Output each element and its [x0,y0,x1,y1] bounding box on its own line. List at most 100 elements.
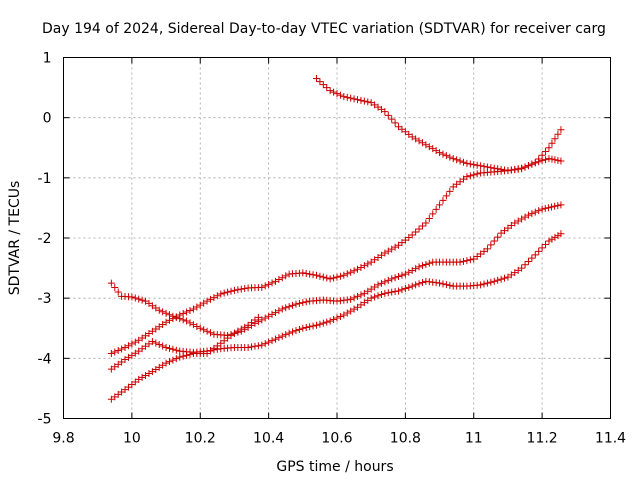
data-point [524,161,532,169]
data-point [446,153,454,161]
data-point [521,261,529,269]
data-point [128,293,136,301]
data-point [306,270,314,278]
series-track-1 [312,75,565,175]
data-point [524,257,532,265]
x-tick-label: 10.6 [321,431,352,447]
data-point [401,270,409,278]
data-point [302,269,310,277]
data-point [268,310,276,318]
data-point [121,344,129,352]
data-point [254,313,262,321]
data-point [220,289,228,297]
data-point [336,91,344,99]
data-point [350,294,358,302]
data-point [422,260,430,268]
data-point [511,165,519,173]
data-point [248,343,256,351]
data-point [360,262,368,270]
data-point [271,277,279,285]
data-point [480,280,488,288]
data-point [131,294,139,302]
data-point [271,309,279,317]
data-point [268,337,276,345]
data-point [483,279,491,287]
x-tick-label: 10.4 [253,431,284,447]
data-point [354,292,362,300]
data-point [535,207,543,215]
data-point [535,155,543,163]
data-point [299,269,307,277]
data-point [521,163,529,171]
data-point [183,351,191,359]
data-point [179,316,187,324]
data-point [531,159,539,167]
data-point [169,345,177,353]
y-tick-label: -5 [38,412,52,428]
data-point [487,241,495,249]
data-point [193,322,201,330]
data-point [159,342,167,350]
series-track-3 [107,201,565,339]
y-tick-label: 0 [43,111,52,127]
data-point [439,150,447,158]
data-point [466,160,474,168]
data-point [162,344,170,352]
data-point [418,222,426,230]
data-point [459,158,467,166]
data-point [183,317,191,325]
data-point [439,196,447,204]
data-point [436,279,444,287]
data-point [542,156,550,164]
data-point [278,332,286,340]
data-point [224,288,232,296]
data-point [261,282,269,290]
data-point [548,203,556,211]
data-point [306,323,314,331]
y-tick-label: -2 [38,231,52,247]
data-point [350,95,358,103]
data-point [357,96,365,104]
data-point [412,265,420,273]
data-point [227,287,235,295]
data-point [538,205,546,213]
data-point [456,258,464,266]
data-point [309,322,317,330]
data-point [544,204,552,212]
data-point [551,202,559,210]
data-point [316,320,324,328]
data-point [459,257,467,265]
data-point [398,271,406,279]
data-point [557,157,565,165]
data-point [391,288,399,296]
data-point [261,314,269,322]
data-point [518,164,526,172]
data-point [251,342,259,350]
data-point [473,170,481,178]
data-point [528,210,536,218]
data-point [217,290,225,298]
data-point [312,75,320,83]
data-point [176,315,184,323]
data-point [477,162,485,170]
data-point [292,300,300,308]
data-point [333,273,341,281]
data-point [360,97,368,105]
data-point [442,152,450,160]
data-point [418,279,426,287]
data-point [395,273,403,281]
data-point [466,256,474,264]
x-tick-label: 10.8 [390,431,421,447]
data-point [535,247,543,255]
data-point [497,275,505,283]
data-point [538,151,546,159]
data-point [165,344,173,352]
x-tick-label: 9.8 [52,431,74,447]
x-tick-label: 10 [123,431,141,447]
data-point [374,292,382,300]
y-tick-label: -4 [38,351,52,367]
data-point [207,295,215,303]
data-point [463,173,471,181]
x-tick-label: 10.2 [185,431,216,447]
